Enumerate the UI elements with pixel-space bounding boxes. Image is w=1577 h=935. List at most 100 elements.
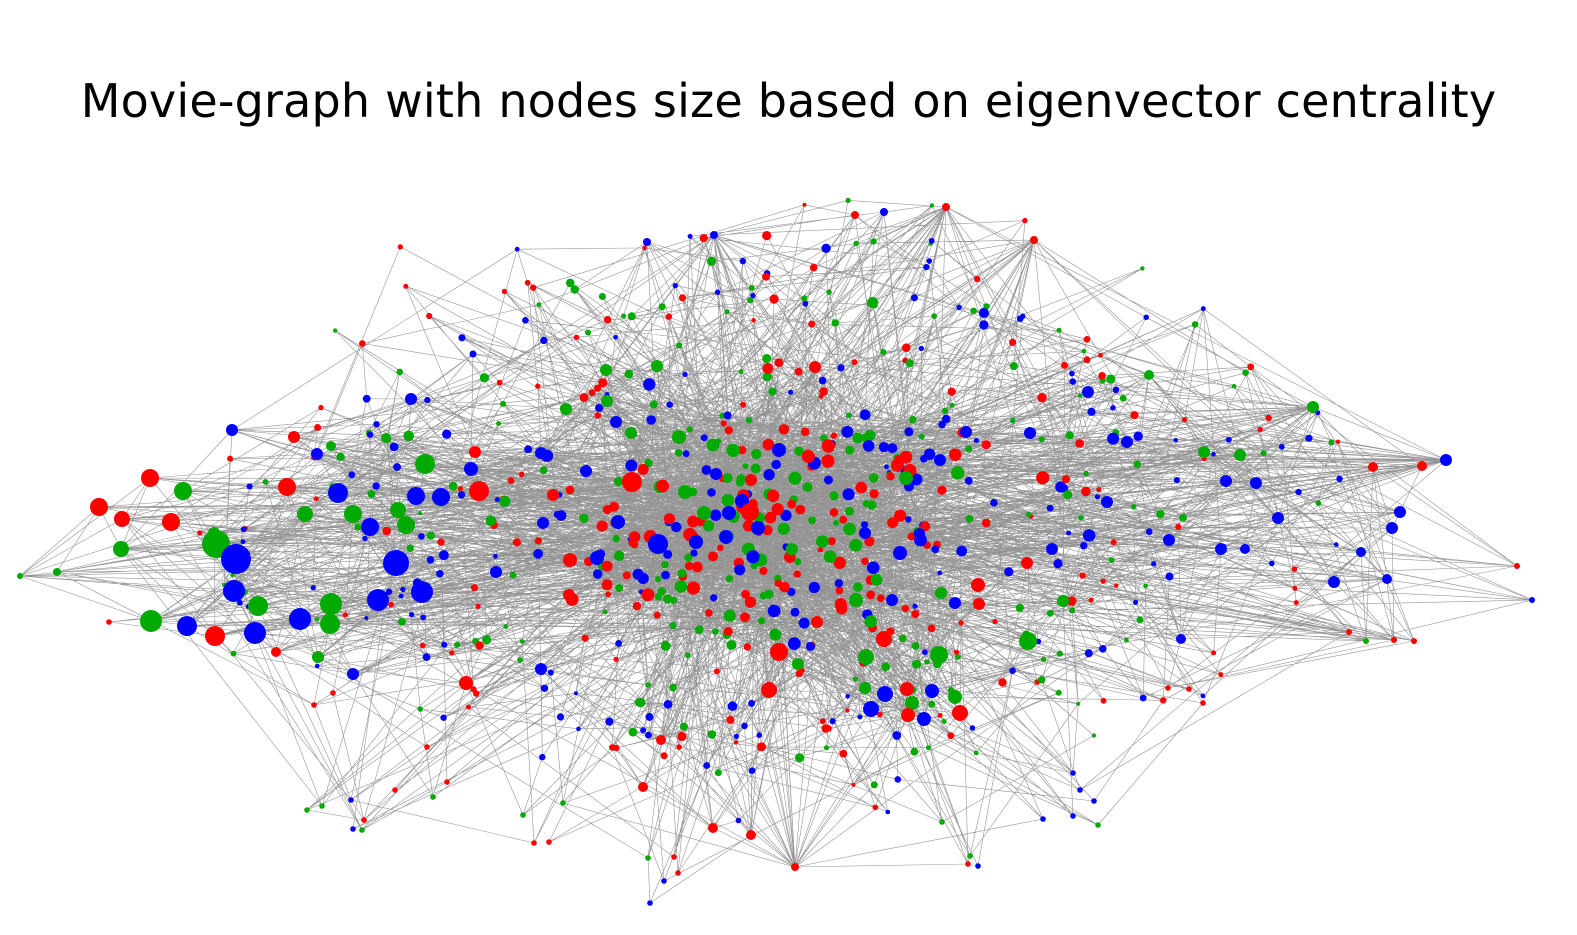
graph-node-red: [1022, 217, 1028, 224]
graph-node-blue: [1200, 693, 1206, 699]
graph-node-blue: [671, 521, 682, 533]
graph-node-red: [686, 581, 701, 595]
graph-node-blue: [555, 510, 567, 521]
graph-node-green: [1179, 513, 1187, 522]
graph-node-blue: [1139, 694, 1147, 702]
graph-node-green: [613, 477, 624, 487]
graph-node-red: [778, 424, 790, 435]
graph-node-blue: [1240, 544, 1250, 554]
graph-node-blue: [1046, 543, 1058, 555]
graph-node-blue: [424, 396, 431, 404]
graph-node-red: [746, 830, 756, 840]
graph-node-red: [958, 620, 964, 626]
graph-node-red: [974, 275, 981, 283]
graph-node-blue: [1151, 561, 1157, 567]
graph-node-red: [565, 593, 579, 606]
graph-node-red: [361, 817, 367, 823]
graph-node-blue: [960, 426, 972, 438]
graph-node-red: [801, 449, 815, 463]
graph-node-red: [457, 486, 463, 492]
graph-node-red: [724, 426, 733, 435]
graph-node-red: [737, 445, 747, 455]
graph-node-red: [1411, 638, 1417, 644]
graph-node-red: [973, 598, 985, 610]
graph-node-green: [868, 473, 879, 483]
graph-node-red: [1186, 686, 1192, 692]
graph-node-blue: [928, 237, 935, 244]
graph-node-green: [931, 313, 938, 319]
graph-node-green: [669, 621, 677, 630]
graph-node-blue: [969, 725, 976, 731]
graph-node-green: [636, 698, 646, 708]
graph-node-green: [230, 650, 237, 657]
graph-node-blue: [389, 442, 399, 452]
graph-node-blue: [1356, 547, 1366, 557]
graph-node-blue: [223, 580, 245, 602]
graph-node-green: [1363, 638, 1369, 644]
graph-node-green: [864, 429, 876, 441]
graph-node-red: [472, 690, 480, 697]
graph-node-blue: [400, 586, 406, 593]
graph-node-green: [1191, 321, 1199, 328]
graph-node-green: [930, 646, 948, 664]
graph-node-blue: [1334, 542, 1339, 547]
graph-node-red: [512, 538, 522, 547]
graph-node-green: [823, 550, 837, 563]
graph-node-red: [1391, 637, 1397, 643]
graph-node-blue: [432, 488, 450, 506]
graph-node-green: [1041, 656, 1047, 663]
graph-node-blue: [802, 300, 809, 307]
graph-node-red: [817, 547, 823, 553]
graph-node-blue: [912, 603, 918, 609]
graph-node-green: [674, 449, 683, 457]
graph-node-red: [1110, 539, 1117, 546]
graph-node-blue: [1016, 315, 1024, 323]
graph-node-blue: [646, 415, 656, 425]
graph-node-red: [663, 513, 676, 525]
graph-node-green: [941, 407, 949, 414]
graph-node-green: [174, 482, 192, 500]
graph-node-blue: [1070, 770, 1076, 776]
graph-node-blue: [1004, 567, 1014, 577]
graph-node-green: [706, 438, 720, 452]
graph-node-red: [471, 584, 478, 592]
graph-node-blue: [964, 476, 973, 485]
graph-node-red: [767, 489, 780, 503]
graph-node-green: [381, 433, 391, 443]
graph-node-red: [588, 389, 596, 397]
graph-node-blue: [440, 714, 447, 721]
graph-node-red: [890, 458, 904, 472]
graph-node-red: [1088, 597, 1094, 603]
graph-node-green: [560, 800, 566, 806]
graph-node-green: [792, 658, 804, 670]
graph-node-red: [507, 477, 515, 484]
graph-node-green: [909, 415, 917, 424]
graph-node-red: [535, 383, 541, 389]
graph-node-blue: [905, 516, 912, 523]
graph-node-green: [625, 427, 637, 439]
graph-node-blue: [1084, 649, 1093, 658]
graph-node-green: [202, 530, 230, 558]
graph-node-blue: [1094, 494, 1100, 500]
graph-node-blue: [1133, 599, 1139, 605]
graph-node-green: [1081, 348, 1087, 354]
graph-node-blue: [426, 556, 435, 564]
graph-node-blue: [1328, 576, 1340, 588]
graph-node-red: [141, 469, 159, 487]
graph-node-red: [1009, 338, 1017, 346]
graph-node-green: [680, 722, 688, 731]
graph-node-blue: [973, 438, 979, 443]
graph-node-blue: [767, 604, 781, 618]
graph-node-blue: [524, 445, 533, 454]
graph-node-blue: [615, 640, 622, 647]
graph-node-blue: [710, 594, 718, 602]
graph-node-red: [1114, 583, 1119, 588]
graph-node-blue: [469, 350, 477, 358]
graph-node-red: [641, 588, 655, 602]
graph-node-red: [609, 744, 616, 751]
graph-node-red: [547, 489, 559, 501]
graph-node-red: [1066, 596, 1077, 606]
graph-node-blue: [640, 727, 647, 734]
graph-node-green: [397, 516, 415, 534]
graph-node-blue: [661, 878, 667, 884]
